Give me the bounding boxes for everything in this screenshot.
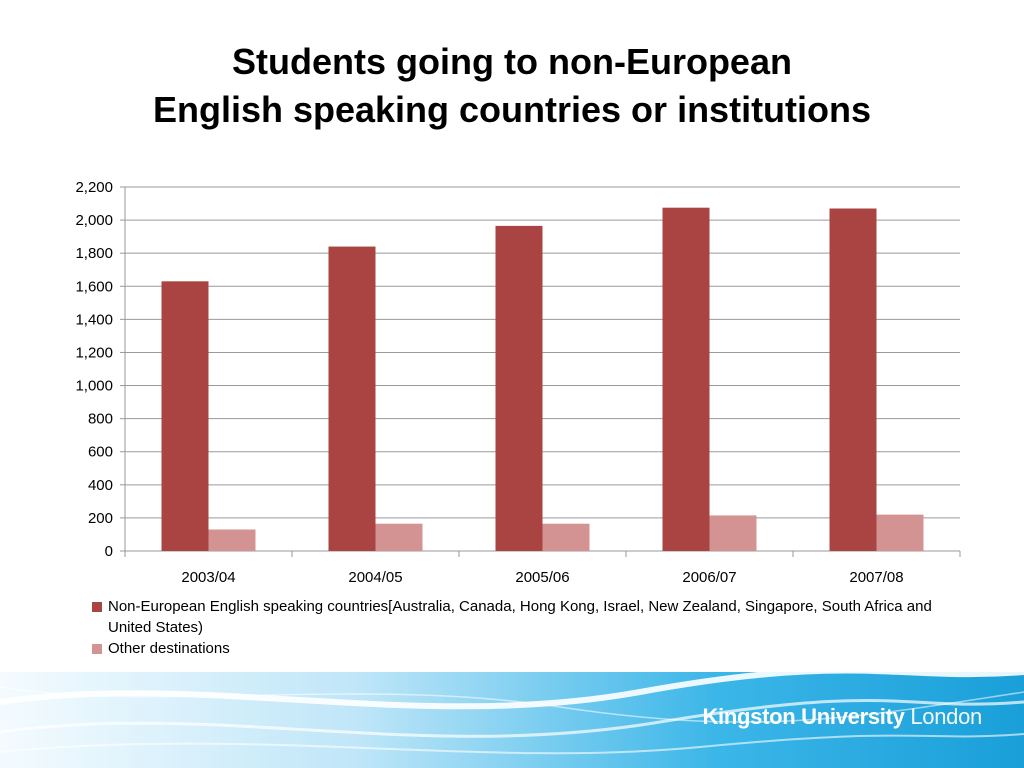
bar-other-destinations <box>208 529 256 551</box>
x-tick-label: 2003/04 <box>181 569 235 586</box>
legend-label-non-european: Non-European English speaking countries[… <box>108 598 932 636</box>
bar-other-destinations <box>709 515 757 551</box>
logo-text-bold: Kingston University <box>702 704 905 729</box>
logo-text-light: London <box>910 704 982 729</box>
bar-non-european <box>662 207 710 551</box>
bar-chart: 0 200 400 600 800 1,000 1,200 1,400 1,600 1,800 2,… <box>75 179 961 586</box>
y-tick-label: 1,400 <box>75 311 113 328</box>
legend-swatch-other <box>92 644 102 654</box>
x-tick-label: 2007/08 <box>849 569 903 586</box>
footer-wave-banner <box>0 672 1024 768</box>
bar-non-european <box>495 225 543 551</box>
y-tick-label: 0 <box>105 543 113 560</box>
kingston-university-logo: Kingston University London <box>702 704 982 730</box>
legend-swatch-non-european <box>92 602 102 612</box>
y-tick-label: 1,800 <box>75 245 113 262</box>
y-tick-label: 600 <box>88 444 113 461</box>
legend: Non-European English speaking countries[… <box>92 596 952 659</box>
title-line-2: English speaking countries or institutio… <box>152 89 872 130</box>
bar-non-european <box>829 208 877 551</box>
legend-label-other: Other destinations <box>108 640 230 657</box>
y-tick-label: 400 <box>88 477 113 494</box>
y-tick-label: 800 <box>88 411 113 428</box>
y-tick-label: 200 <box>88 510 113 527</box>
title-line-1: Students going to non-European <box>232 41 792 82</box>
y-tick-label: 1,600 <box>75 278 113 295</box>
bar-other-destinations <box>542 523 590 551</box>
y-tick-label: 1,000 <box>75 378 113 395</box>
y-tick-label: 2,000 <box>75 212 113 229</box>
chart-title: Students going to non-European English s… <box>0 38 1024 134</box>
y-tick-label: 2,200 <box>75 179 113 196</box>
y-tick-label: 1,200 <box>75 344 113 361</box>
bar-other-destinations <box>876 514 924 551</box>
x-tick-label: 2005/06 <box>515 569 569 586</box>
x-tick-label: 2006/07 <box>682 569 736 586</box>
bar-other-destinations <box>375 523 423 551</box>
legend-item-non-european: Non-European English speaking countries[… <box>92 596 952 638</box>
legend-item-other: Other destinations <box>92 638 952 659</box>
bar-non-european <box>161 281 209 551</box>
x-tick-label: 2004/05 <box>348 569 402 586</box>
bar-non-european <box>328 246 376 551</box>
